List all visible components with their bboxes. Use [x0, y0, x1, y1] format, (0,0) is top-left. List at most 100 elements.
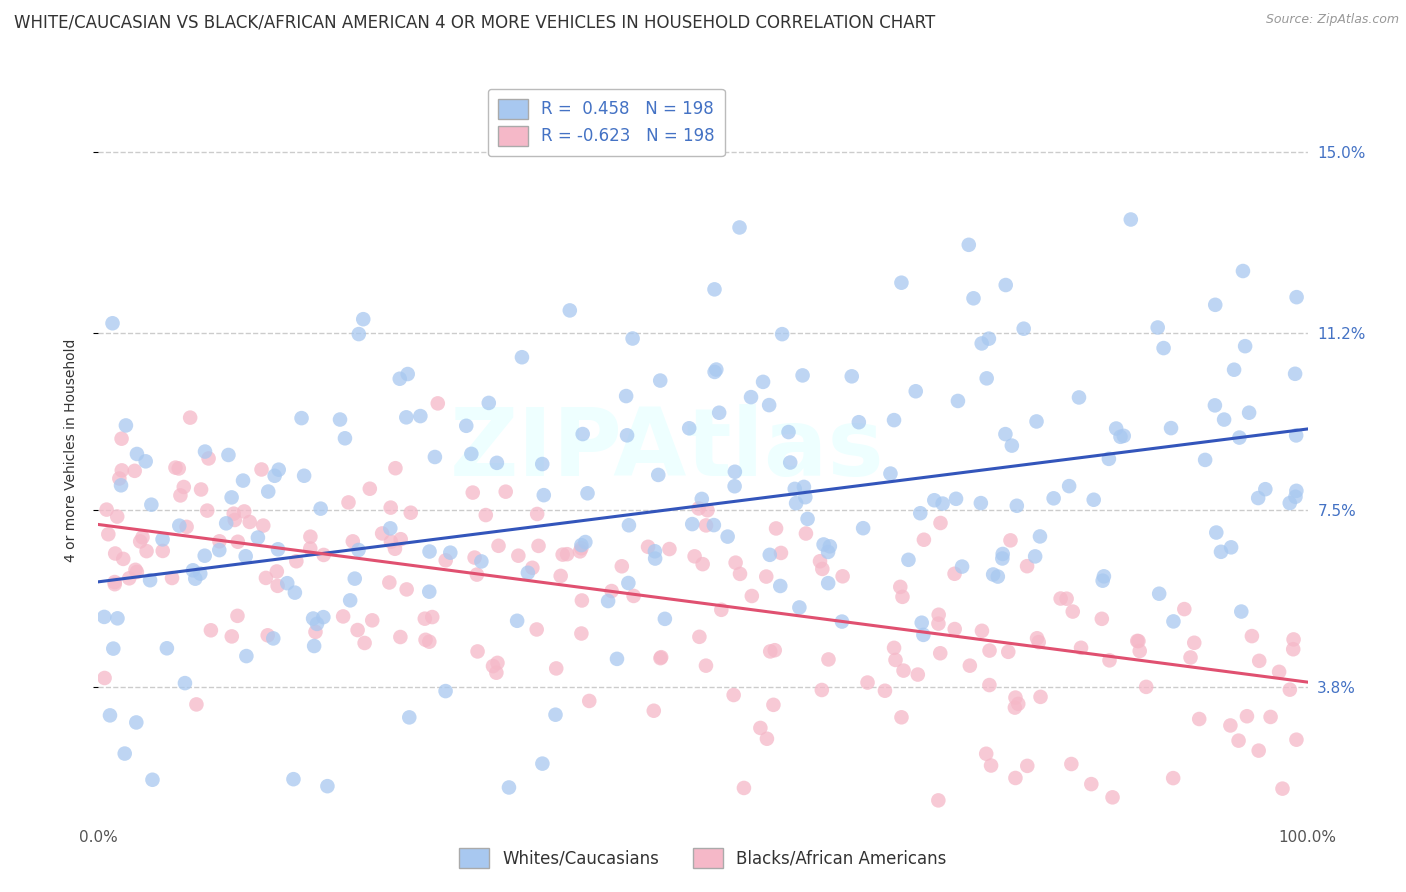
Point	[1004, 771, 1026, 785]
Point	[233, 504, 256, 518]
Point	[817, 545, 839, 559]
Point	[927, 793, 949, 807]
Point	[1237, 406, 1260, 420]
Point	[135, 544, 157, 558]
Point	[98, 708, 121, 723]
Point	[873, 683, 896, 698]
Point	[1015, 559, 1038, 574]
Point	[482, 659, 505, 673]
Point	[176, 520, 198, 534]
Point	[1161, 771, 1184, 785]
Point	[415, 632, 437, 647]
Point	[1029, 690, 1052, 704]
Point	[112, 552, 135, 566]
Point	[883, 413, 905, 427]
Point	[778, 425, 800, 439]
Point	[808, 554, 831, 568]
Point	[733, 780, 755, 795]
Point	[1268, 665, 1291, 679]
Point	[173, 480, 195, 494]
Point	[413, 612, 436, 626]
Point	[929, 646, 952, 660]
Point	[1163, 615, 1185, 629]
Point	[510, 350, 533, 364]
Point	[465, 567, 488, 582]
Point	[423, 450, 446, 464]
Point	[924, 493, 946, 508]
Point	[384, 541, 406, 556]
Point	[741, 589, 763, 603]
Point	[439, 546, 461, 560]
Point	[221, 491, 243, 505]
Point	[97, 527, 120, 541]
Point	[329, 412, 352, 426]
Point	[337, 495, 360, 509]
Point	[169, 488, 191, 502]
Point	[1282, 642, 1305, 657]
Point	[169, 518, 191, 533]
Point	[811, 562, 834, 576]
Point	[1101, 790, 1123, 805]
Point	[571, 593, 593, 607]
Point	[486, 656, 509, 670]
Point	[250, 462, 273, 476]
Point	[222, 507, 245, 521]
Point	[688, 630, 710, 644]
Point	[987, 569, 1010, 583]
Point	[931, 497, 953, 511]
Point	[558, 303, 581, 318]
Point	[388, 372, 411, 386]
Point	[1091, 574, 1114, 588]
Point	[129, 534, 152, 549]
Point	[533, 488, 555, 502]
Point	[1219, 718, 1241, 732]
Point	[959, 658, 981, 673]
Point	[139, 573, 162, 587]
Point	[610, 559, 633, 574]
Point	[695, 658, 717, 673]
Point	[1234, 339, 1257, 353]
Point	[970, 496, 993, 510]
Point	[571, 626, 593, 640]
Point	[1098, 451, 1121, 466]
Point	[647, 467, 669, 482]
Point	[1271, 781, 1294, 796]
Point	[1109, 430, 1132, 444]
Point	[316, 779, 339, 793]
Point	[108, 471, 131, 485]
Point	[165, 460, 187, 475]
Point	[578, 694, 600, 708]
Point	[765, 521, 787, 535]
Point	[346, 623, 368, 637]
Point	[347, 327, 370, 342]
Point	[141, 498, 163, 512]
Point	[637, 540, 659, 554]
Point	[546, 661, 568, 675]
Point	[1205, 525, 1227, 540]
Point	[710, 603, 733, 617]
Point	[606, 652, 628, 666]
Point	[1247, 491, 1270, 505]
Point	[912, 533, 935, 547]
Point	[1056, 591, 1078, 606]
Point	[890, 710, 912, 724]
Point	[186, 698, 208, 712]
Point	[1091, 612, 1114, 626]
Point	[434, 684, 457, 698]
Point	[1092, 569, 1115, 583]
Point	[190, 483, 212, 497]
Point	[891, 590, 914, 604]
Point	[994, 427, 1017, 442]
Point	[688, 501, 710, 516]
Point	[1028, 635, 1050, 649]
Point	[929, 516, 952, 530]
Point	[1188, 712, 1211, 726]
Point	[943, 622, 966, 636]
Point	[852, 521, 875, 535]
Point	[488, 539, 510, 553]
Point	[266, 579, 288, 593]
Point	[950, 559, 973, 574]
Point	[997, 645, 1019, 659]
Point	[1204, 298, 1226, 312]
Point	[107, 611, 129, 625]
